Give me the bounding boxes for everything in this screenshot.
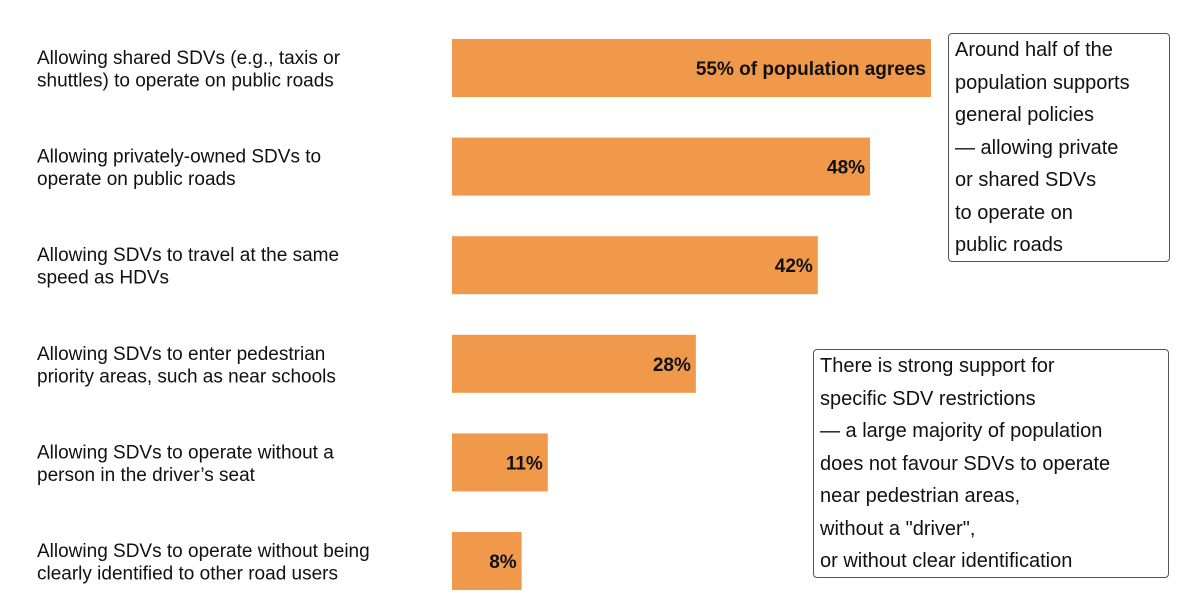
annotation-2-line-3: — a large majority of population: [820, 420, 1103, 442]
bar-6: [452, 532, 522, 590]
data-label-2: 48%: [827, 158, 865, 179]
category-label-5: Allowing SDVs to operate without a person…: [37, 442, 334, 486]
bar-5: [452, 433, 548, 492]
data-label-3: 42%: [775, 256, 813, 277]
annotation-2-line-1: There is strong support for: [820, 355, 1055, 377]
data-label-5: 11%: [506, 453, 543, 474]
bar-4: [452, 334, 696, 393]
annotation-box-general-policies: Around half of the population supports gen…: [948, 33, 1170, 262]
annotation-1-line-3: general policies: [955, 104, 1094, 126]
category-label-6: Allowing SDVs to operate without being cl…: [37, 541, 370, 585]
data-label-1: 55% of population agrees: [696, 59, 926, 80]
data-label-4: 28%: [653, 355, 691, 376]
annotation-1-line-1: Around half of the: [955, 39, 1113, 61]
data-label-6: 8%: [489, 552, 517, 573]
annotation-2-line-4: does not favour SDVs to operate: [820, 452, 1111, 475]
annotation-1-line-7: public roads: [955, 234, 1063, 256]
annotation-box-specific-restrictions: There is strong support for specific SDV …: [813, 349, 1169, 578]
annotation-1-line-4: — allowing private: [955, 136, 1119, 159]
bar-1: [452, 39, 931, 97]
category-label-2: Allowing privately-owned SDVs to operate …: [37, 147, 321, 191]
annotation-2-line-2: specific SDV restrictions: [820, 387, 1036, 410]
bar-2: [452, 137, 871, 196]
bar-3: [452, 236, 818, 295]
category-label-1: Allowing shared SDVs (e.g., taxis or shut…: [37, 48, 341, 92]
annotation-2-line-7: or without clear identification: [820, 550, 1073, 572]
annotation-1-line-5: or shared SDVs: [955, 169, 1097, 191]
annotation-2-line-6: without a "driver",: [820, 517, 976, 540]
category-label-3: Allowing SDVs to travel at the same speed…: [37, 245, 339, 289]
annotation-1-line-6: to operate on: [955, 201, 1073, 224]
annotation-2-line-5: near pedestrian areas,: [820, 485, 1021, 507]
annotation-1-line-2: population supports: [955, 71, 1130, 94]
category-label-4: Allowing SDVs to enter pedestrian priorit…: [37, 344, 336, 388]
